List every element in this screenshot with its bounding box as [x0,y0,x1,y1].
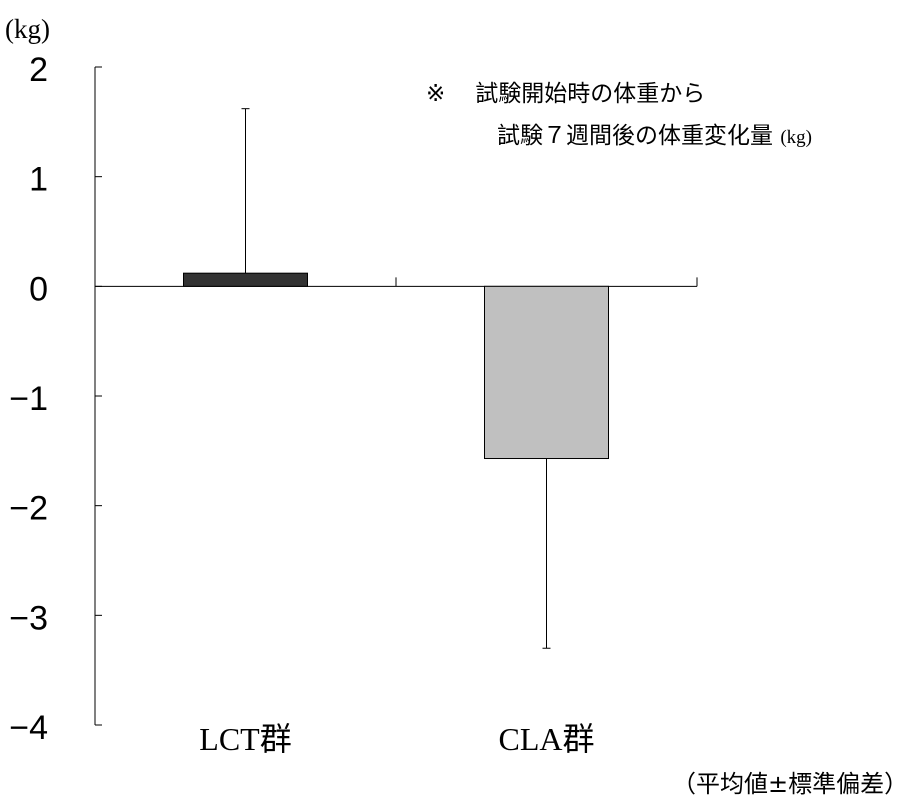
error-bars [241,108,551,649]
annotation-mark: ※ [426,81,446,107]
annotation-text-2: 試験７週間後の体重変化量 [497,123,773,149]
footnote: （平均値±標準偏差） [672,770,909,798]
y-tick-label: −1 [9,380,48,418]
annotation-text-1: 試験開始時の体重から [475,81,706,107]
bar-1 [183,272,308,287]
y-tick-label: 2 [29,51,48,89]
y-tick-label: 0 [29,270,48,308]
y-tick-label: −2 [9,490,48,528]
annotation-unit: (kg) [780,127,812,148]
annotation-line-1: ※ 試験開始時の体重から [426,74,705,108]
y-unit-label: (kg) [5,14,50,44]
x-category-label: CLA群 [498,721,594,757]
y-tick-labels: 2 1 0 −1 −2 −3 −4 [9,51,48,747]
y-tick-label: −4 [9,709,48,747]
bars [183,272,609,460]
y-tick-label: −3 [9,599,48,637]
x-category-labels: LCT群 CLA群 [199,721,594,757]
bar-2 [484,285,609,460]
annotation-line-2: 試験７週間後の体重変化量 (kg) [497,116,812,150]
y-tick-label: 1 [29,161,48,199]
x-category-label: LCT群 [199,721,291,757]
